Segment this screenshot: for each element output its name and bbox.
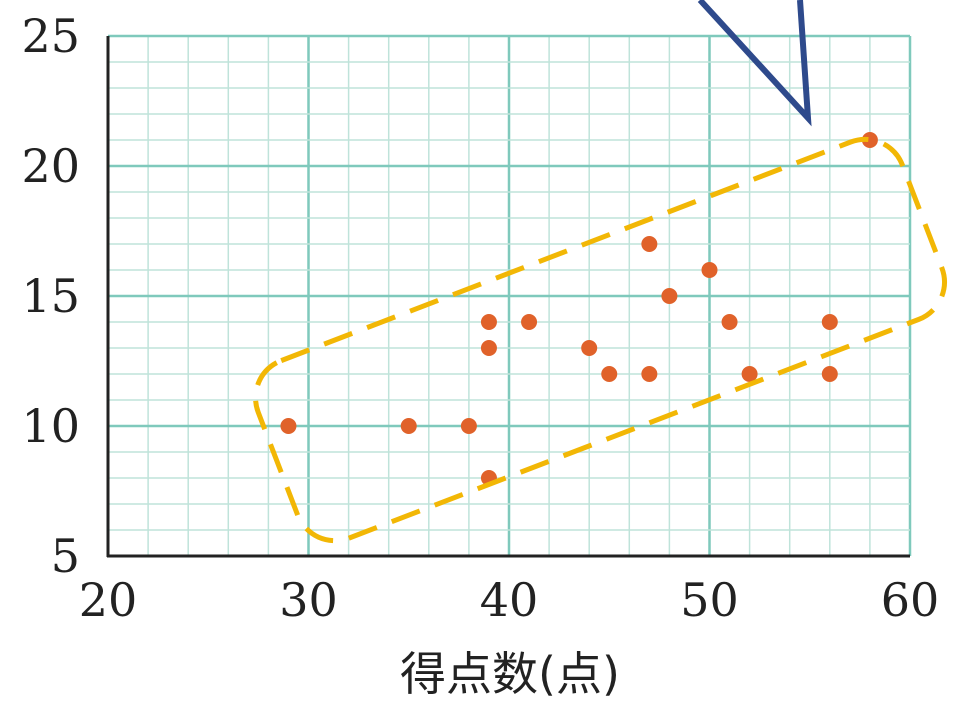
axes: [106, 36, 910, 558]
y-tick-label: 15: [21, 269, 80, 323]
data-point: [480, 314, 497, 330]
data-point: [460, 418, 477, 434]
data-point: [280, 418, 297, 434]
data-point: [821, 366, 838, 382]
y-tick-label: 5: [51, 529, 80, 583]
data-point: [861, 132, 878, 148]
y-tick-label: 20: [21, 139, 80, 193]
data-point: [821, 314, 838, 330]
callout-pointer: [697, 0, 812, 127]
data-point: [741, 366, 758, 382]
x-tick-label: 20: [79, 573, 138, 627]
annotations: [253, 0, 947, 544]
data-point: [661, 288, 678, 304]
data-points: [280, 132, 878, 486]
y-tick-labels: 5 10 15 20 25: [21, 9, 80, 583]
grid: [106, 34, 912, 558]
data-point: [400, 418, 417, 434]
data-point: [480, 340, 497, 356]
x-tick-label: 60: [881, 573, 940, 627]
data-point: [701, 262, 718, 278]
data-point: [721, 314, 738, 330]
y-tick-label: 10: [21, 399, 80, 453]
x-tick-labels: 20 30 40 50 60: [79, 573, 940, 627]
data-point: [601, 366, 618, 382]
x-tick-label: 40: [480, 573, 539, 627]
data-point: [641, 236, 658, 252]
data-point: [521, 314, 538, 330]
y-tick-label: 25: [21, 9, 80, 63]
data-point: [641, 366, 658, 382]
x-axis-title: 得点数(点): [400, 647, 620, 701]
dashed-rounded-rectangle: [253, 136, 947, 544]
dashed-region-outline: [253, 136, 947, 544]
x-tick-label: 50: [680, 573, 739, 627]
x-tick-label: 30: [279, 573, 338, 627]
data-point: [581, 340, 598, 356]
